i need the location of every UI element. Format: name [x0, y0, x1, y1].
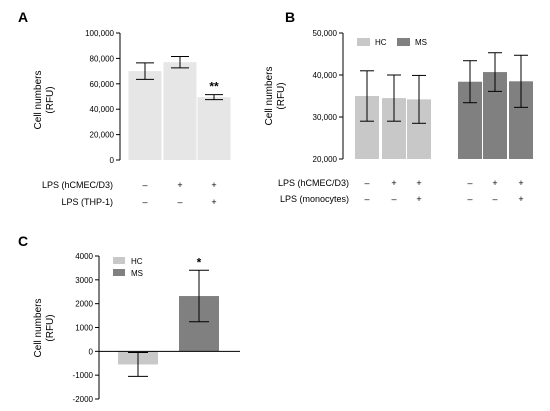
y-tick-label: 40,000: [90, 105, 115, 114]
legend-label-ms: MS: [131, 269, 143, 278]
error-bar: [128, 352, 148, 377]
y-axis-label-line: Cell numbers: [33, 299, 44, 358]
panel-label: C: [18, 233, 28, 249]
y-tick-label: 20,000: [313, 155, 338, 164]
bar: [163, 62, 197, 160]
condition-mark: –: [142, 197, 147, 207]
condition-mark: –: [142, 180, 147, 190]
y-tick-label: 100,000: [85, 29, 114, 38]
condition-mark: +: [211, 197, 216, 207]
condition-mark: +: [177, 180, 182, 190]
legend-swatch-hc: [113, 257, 125, 264]
error-bar: [387, 74, 401, 122]
y-tick-label: 50,000: [313, 29, 338, 38]
error-bar: [360, 70, 374, 122]
y-axis-label-line: (RFU): [276, 82, 287, 109]
y-axis-label: Cell numbers (RFU): [33, 299, 56, 358]
y-axis-label-line: (RFU): [45, 86, 56, 113]
y-tick-label: 20,000: [90, 131, 115, 140]
panel-label: A: [18, 9, 28, 25]
condition-mark: +: [211, 180, 216, 190]
condition-label: LPS (monocytes): [280, 194, 349, 204]
error-bar: [412, 74, 426, 124]
condition-mark: –: [467, 194, 472, 204]
condition-mark: –: [177, 197, 182, 207]
y-axis-label: Cell numbers (RFU): [264, 67, 287, 126]
y-tick-label: 1000: [75, 324, 93, 333]
legend-label-ms: MS: [415, 38, 427, 47]
condition-mark: +: [416, 178, 421, 188]
y-tick-label: 0: [110, 156, 115, 165]
y-axis-label-line: Cell numbers: [33, 71, 44, 130]
legend-swatch-hc: [357, 38, 370, 46]
legend-swatch-ms: [397, 38, 410, 46]
y-tick-label: 30,000: [313, 113, 338, 122]
y-tick-label: 4000: [75, 252, 93, 261]
y-axis-label: Cell numbers (RFU): [33, 71, 56, 130]
error-bar: [189, 269, 209, 323]
y-tick-label: 0: [89, 347, 94, 356]
y-tick-label: -1000: [73, 371, 94, 380]
condition-mark: –: [364, 194, 369, 204]
legend: HC MS: [113, 257, 143, 278]
error-bar: [488, 52, 502, 92]
y-tick-label: 40,000: [313, 71, 338, 80]
error-bar: [205, 94, 223, 101]
legend-label-hc: HC: [375, 38, 387, 47]
condition-mark: –: [391, 194, 396, 204]
y-axis-label-line: (RFU): [45, 314, 56, 341]
condition-label: LPS (hCMEC/D3): [42, 180, 113, 190]
y-tick-label: 80,000: [90, 54, 115, 63]
legend: HC MS: [357, 38, 427, 47]
error-bar: [136, 62, 154, 80]
y-axis-label-line: Cell numbers: [264, 67, 275, 126]
condition-mark: +: [391, 178, 396, 188]
y-tick-label: 3000: [75, 276, 93, 285]
y-tick-label: 2000: [75, 300, 93, 309]
condition-mark: +: [518, 194, 523, 204]
condition-mark: –: [467, 178, 472, 188]
condition-mark: –: [492, 194, 497, 204]
condition-mark: +: [518, 178, 523, 188]
legend-swatch-ms: [113, 269, 125, 276]
significance-marker: **: [209, 80, 219, 94]
significance-marker: *: [197, 255, 202, 269]
error-bar: [514, 54, 528, 108]
condition-mark: +: [416, 194, 421, 204]
bar: [197, 97, 231, 160]
condition-mark: –: [364, 178, 369, 188]
y-tick-label: -2000: [73, 395, 94, 404]
panel-label: B: [285, 9, 295, 25]
condition-label: LPS (hCMEC/D3): [278, 178, 349, 188]
error-bar: [463, 60, 477, 104]
condition-mark: +: [492, 178, 497, 188]
error-bar: [171, 55, 189, 69]
panel-c: C -2000 -1000 0 1000 2000 3000 4000 Cell numbers…: [18, 233, 240, 404]
y-tick-label: 60,000: [90, 80, 115, 89]
panel-b: B 20,000 30,000 40,000 50,000 Cell numbers (RF…: [264, 9, 533, 204]
panel-a: A 0 20,000 40,000 60,000 80,000 100,000 Cell nu…: [18, 9, 231, 207]
condition-label: LPS (THP-1): [61, 197, 113, 207]
bar: [128, 71, 162, 160]
legend-label-hc: HC: [131, 257, 143, 266]
